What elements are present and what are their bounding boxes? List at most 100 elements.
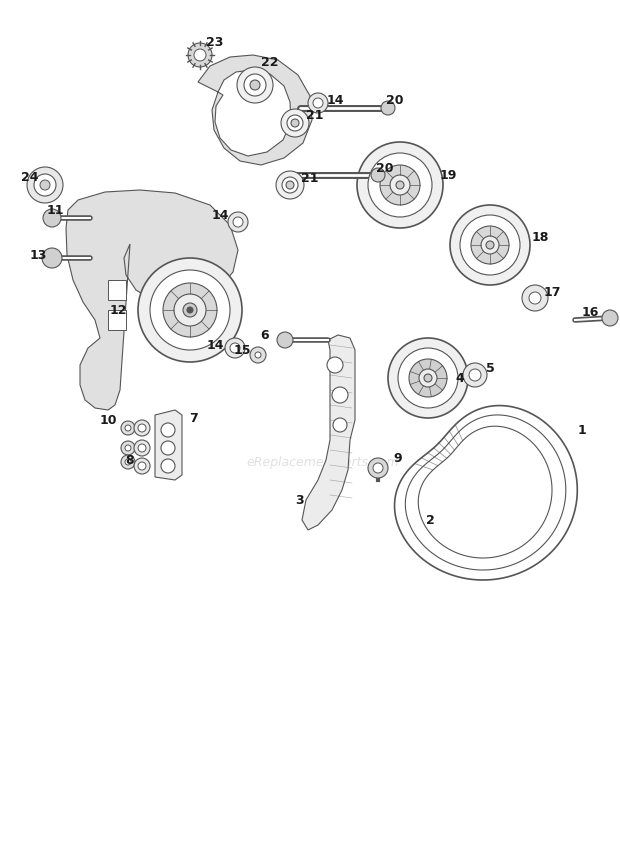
Circle shape: [463, 363, 487, 387]
Circle shape: [121, 455, 135, 469]
Circle shape: [308, 93, 328, 113]
Circle shape: [125, 425, 131, 431]
Text: 1: 1: [578, 424, 587, 437]
Circle shape: [194, 49, 206, 61]
Text: 7: 7: [188, 412, 197, 425]
Polygon shape: [66, 190, 238, 410]
Circle shape: [381, 101, 395, 115]
Text: 21: 21: [306, 109, 324, 122]
Text: 15: 15: [233, 343, 250, 356]
Circle shape: [398, 348, 458, 408]
Circle shape: [602, 310, 618, 326]
Circle shape: [161, 459, 175, 473]
Circle shape: [469, 369, 481, 381]
Circle shape: [390, 175, 410, 195]
Text: 4: 4: [456, 372, 464, 384]
Circle shape: [371, 168, 385, 182]
Circle shape: [125, 459, 131, 465]
Text: 12: 12: [109, 304, 126, 317]
Circle shape: [43, 209, 61, 227]
Circle shape: [174, 294, 206, 326]
Circle shape: [368, 458, 388, 478]
Circle shape: [332, 387, 348, 403]
Circle shape: [529, 292, 541, 304]
Circle shape: [281, 109, 309, 137]
Text: 16: 16: [582, 306, 599, 318]
Bar: [108, 310, 126, 330]
Text: 14: 14: [211, 209, 229, 222]
Circle shape: [187, 307, 193, 313]
Circle shape: [134, 420, 150, 436]
Circle shape: [188, 43, 212, 67]
Circle shape: [250, 80, 260, 90]
Circle shape: [244, 74, 266, 96]
Text: 22: 22: [261, 56, 279, 68]
Circle shape: [277, 332, 293, 348]
Text: 17: 17: [543, 286, 560, 299]
Text: 23: 23: [206, 35, 224, 49]
Circle shape: [368, 153, 432, 217]
Circle shape: [233, 217, 243, 227]
Circle shape: [333, 418, 347, 432]
Circle shape: [250, 347, 266, 363]
Text: 14: 14: [326, 93, 343, 106]
Circle shape: [357, 142, 443, 228]
Circle shape: [237, 67, 273, 103]
Circle shape: [228, 212, 248, 232]
Circle shape: [291, 119, 299, 127]
Text: 20: 20: [386, 93, 404, 106]
Circle shape: [125, 445, 131, 451]
Circle shape: [409, 359, 447, 397]
Text: 8: 8: [126, 454, 135, 467]
Text: 9: 9: [394, 451, 402, 465]
Circle shape: [183, 303, 197, 317]
Circle shape: [255, 352, 261, 358]
Text: 5: 5: [485, 361, 494, 375]
Circle shape: [134, 458, 150, 474]
Text: 24: 24: [21, 170, 38, 183]
Circle shape: [396, 181, 404, 189]
Circle shape: [287, 115, 303, 131]
Circle shape: [481, 236, 499, 254]
Polygon shape: [302, 335, 355, 530]
Circle shape: [286, 181, 294, 189]
Circle shape: [161, 423, 175, 437]
Circle shape: [522, 285, 548, 311]
Circle shape: [121, 441, 135, 455]
Circle shape: [282, 177, 298, 193]
Circle shape: [134, 440, 150, 456]
Circle shape: [230, 343, 240, 353]
Text: 18: 18: [531, 230, 549, 243]
Circle shape: [138, 258, 242, 362]
Circle shape: [138, 462, 146, 470]
Circle shape: [380, 165, 420, 205]
Circle shape: [419, 369, 437, 387]
Circle shape: [460, 215, 520, 275]
Polygon shape: [155, 410, 182, 480]
Polygon shape: [418, 426, 552, 558]
Circle shape: [121, 421, 135, 435]
Text: 11: 11: [46, 204, 64, 217]
Text: eReplacementParts.com: eReplacementParts.com: [246, 455, 399, 469]
Circle shape: [373, 463, 383, 473]
Circle shape: [276, 171, 304, 199]
Circle shape: [138, 424, 146, 432]
Circle shape: [450, 205, 530, 285]
Circle shape: [313, 98, 323, 108]
Text: 13: 13: [29, 248, 46, 261]
Circle shape: [327, 357, 343, 373]
Text: 6: 6: [260, 329, 269, 342]
Circle shape: [225, 338, 245, 358]
Text: 21: 21: [301, 171, 319, 185]
Bar: [108, 280, 126, 300]
Polygon shape: [198, 55, 312, 165]
Circle shape: [34, 174, 56, 196]
Circle shape: [471, 226, 509, 264]
Text: 2: 2: [425, 514, 435, 526]
Circle shape: [138, 444, 146, 452]
Circle shape: [150, 270, 230, 350]
Text: 20: 20: [376, 162, 394, 175]
Polygon shape: [405, 415, 566, 570]
Circle shape: [161, 441, 175, 455]
Circle shape: [424, 374, 432, 382]
